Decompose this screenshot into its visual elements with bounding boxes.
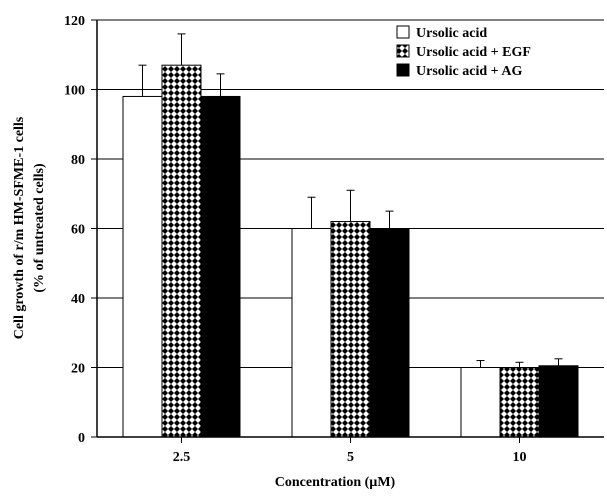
bar <box>538 365 579 438</box>
y-axis-title-line1: Cell growth of r/m HM-SFME-1 cells <box>12 116 27 339</box>
legend-swatch <box>396 63 410 77</box>
y-tick-label: 20 <box>71 362 85 377</box>
legend-swatch <box>396 25 410 39</box>
legend: Ursolic acid Ursolic acid + EGF Ursolic ac… <box>396 25 531 79</box>
bar <box>499 367 540 438</box>
legend-label: Ursolic acid <box>416 26 487 41</box>
legend-label: Ursolic acid + EGF <box>416 45 531 60</box>
bar <box>200 95 241 438</box>
y-tick-label: 40 <box>71 292 85 307</box>
y-tick-label: 120 <box>64 14 85 29</box>
y-tick-label: 60 <box>71 223 85 238</box>
bar <box>369 228 410 438</box>
x-tick-label: 5 <box>347 450 354 465</box>
bar <box>330 221 371 438</box>
x-axis-title: Concentration (µM) <box>275 475 396 490</box>
y-tick-label: 0 <box>78 431 85 446</box>
x-tick-label: 10 <box>513 450 527 465</box>
y-tick-label: 80 <box>71 153 85 168</box>
bar <box>161 64 202 438</box>
bar <box>291 228 332 438</box>
x-tick-label: 2.5 <box>173 450 191 465</box>
bar <box>460 367 501 438</box>
y-tick-label: 100 <box>64 84 85 99</box>
legend-swatch <box>396 44 410 58</box>
y-axis-title-line2: (% of untreated cells) <box>32 163 47 293</box>
legend-label: Ursolic acid + AG <box>416 64 522 79</box>
bar <box>122 95 163 438</box>
